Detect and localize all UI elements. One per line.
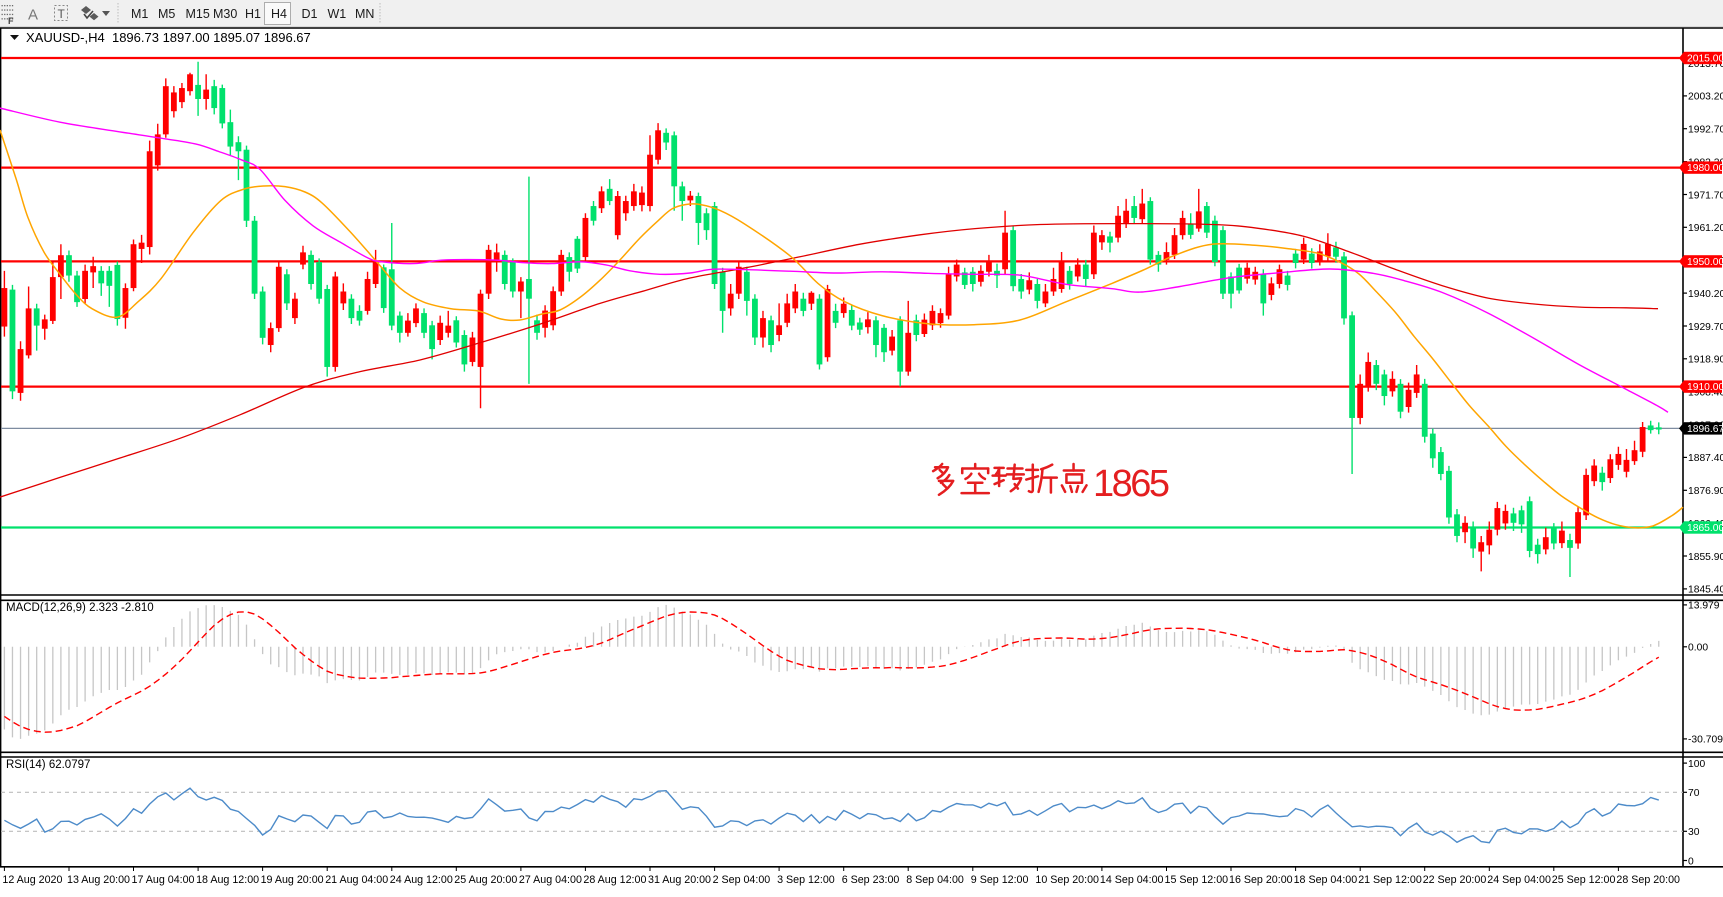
svg-text:0.00: 0.00 — [1688, 643, 1708, 654]
svg-text:H4: H4 — [271, 7, 287, 21]
svg-text:30: 30 — [1688, 827, 1700, 838]
svg-text:T: T — [58, 7, 66, 21]
svg-text:12 Aug 2020: 12 Aug 2020 — [2, 874, 62, 886]
svg-text:M30: M30 — [213, 7, 237, 21]
svg-text:RSI(14) 62.0797: RSI(14) 62.0797 — [6, 759, 90, 771]
svg-text:2 Sep 04:00: 2 Sep 04:00 — [713, 874, 771, 886]
svg-text:31 Aug 20:00: 31 Aug 20:00 — [648, 874, 711, 886]
svg-text:15 Sep 12:00: 15 Sep 12:00 — [1165, 874, 1229, 886]
svg-text:MACD(12,26,9) 2.323 -2.810: MACD(12,26,9) 2.323 -2.810 — [6, 602, 154, 614]
svg-text:21 Aug 04:00: 21 Aug 04:00 — [325, 874, 388, 886]
svg-text:1876.90: 1876.90 — [1688, 486, 1723, 497]
svg-text:21 Sep 12:00: 21 Sep 12:00 — [1358, 874, 1422, 886]
svg-text:28 Aug 12:00: 28 Aug 12:00 — [583, 874, 646, 886]
svg-text:1961.20: 1961.20 — [1688, 223, 1723, 234]
svg-text:1980.00: 1980.00 — [1687, 163, 1723, 174]
svg-text:27 Aug 04:00: 27 Aug 04:00 — [519, 874, 582, 886]
svg-text:1971.70: 1971.70 — [1688, 190, 1723, 201]
svg-text:24 Aug 12:00: 24 Aug 12:00 — [390, 874, 453, 886]
svg-text:1865.00: 1865.00 — [1687, 523, 1723, 534]
svg-text:1896.67: 1896.67 — [1687, 424, 1723, 435]
svg-text:16 Sep 20:00: 16 Sep 20:00 — [1229, 874, 1293, 886]
svg-text:6 Sep 23:00: 6 Sep 23:00 — [842, 874, 900, 886]
svg-text:3 Sep 12:00: 3 Sep 12:00 — [777, 874, 835, 886]
svg-text:17 Aug 04:00: 17 Aug 04:00 — [132, 874, 195, 886]
svg-text:-30.709: -30.709 — [1688, 735, 1723, 746]
svg-text:28 Sep 20:00: 28 Sep 20:00 — [1616, 874, 1680, 886]
svg-text:8 Sep 04:00: 8 Sep 04:00 — [906, 874, 964, 886]
svg-text:MN: MN — [355, 7, 374, 21]
svg-text:1887.40: 1887.40 — [1688, 453, 1723, 464]
svg-text:1908.40: 1908.40 — [1688, 388, 1723, 399]
svg-text:2013.70: 2013.70 — [1688, 59, 1723, 70]
svg-text:F: F — [8, 16, 14, 26]
svg-text:19 Aug 20:00: 19 Aug 20:00 — [261, 874, 324, 886]
svg-text:18 Aug 12:00: 18 Aug 12:00 — [196, 874, 259, 886]
svg-text:14 Sep 04:00: 14 Sep 04:00 — [1100, 874, 1164, 886]
svg-text:2003.20: 2003.20 — [1688, 92, 1723, 103]
svg-text:1855.90: 1855.90 — [1688, 552, 1723, 563]
svg-text:1918.90: 1918.90 — [1688, 355, 1723, 366]
svg-text:1992.70: 1992.70 — [1688, 125, 1723, 136]
svg-text:M1: M1 — [131, 7, 148, 21]
svg-text:9 Sep 12:00: 9 Sep 12:00 — [971, 874, 1029, 886]
svg-text:13 Aug 20:00: 13 Aug 20:00 — [67, 874, 130, 886]
svg-text:24 Sep 04:00: 24 Sep 04:00 — [1487, 874, 1551, 886]
svg-text:70: 70 — [1688, 788, 1700, 799]
svg-text:M5: M5 — [158, 7, 175, 21]
svg-text:A: A — [28, 7, 38, 24]
svg-text:1845.40: 1845.40 — [1688, 585, 1723, 596]
svg-text:XAUUSD-,H4 1896.73 1897.00 18: XAUUSD-,H4 1896.73 1897.00 1895.07 1896.… — [26, 30, 311, 45]
svg-text:1910.00: 1910.00 — [1687, 382, 1723, 393]
svg-text:22 Sep 20:00: 22 Sep 20:00 — [1423, 874, 1487, 886]
svg-text:10 Sep 20:00: 10 Sep 20:00 — [1035, 874, 1099, 886]
svg-text:1929.70: 1929.70 — [1688, 322, 1723, 333]
svg-text:18 Sep 04:00: 18 Sep 04:00 — [1294, 874, 1358, 886]
svg-text:13.979: 13.979 — [1688, 601, 1720, 612]
svg-text:1865: 1865 — [1093, 463, 1169, 505]
svg-text:0: 0 — [1688, 856, 1694, 867]
svg-text:25 Aug 20:00: 25 Aug 20:00 — [454, 874, 517, 886]
svg-text:H1: H1 — [245, 7, 261, 21]
svg-text:D1: D1 — [302, 7, 318, 21]
svg-text:100: 100 — [1688, 759, 1705, 770]
svg-text:25 Sep 12:00: 25 Sep 12:00 — [1552, 874, 1616, 886]
svg-text:1950.00: 1950.00 — [1687, 257, 1723, 268]
svg-text:2015.00: 2015.00 — [1687, 54, 1723, 65]
svg-text:M15: M15 — [186, 7, 210, 21]
svg-text:1940.20: 1940.20 — [1688, 289, 1723, 300]
svg-text:W1: W1 — [328, 7, 347, 21]
